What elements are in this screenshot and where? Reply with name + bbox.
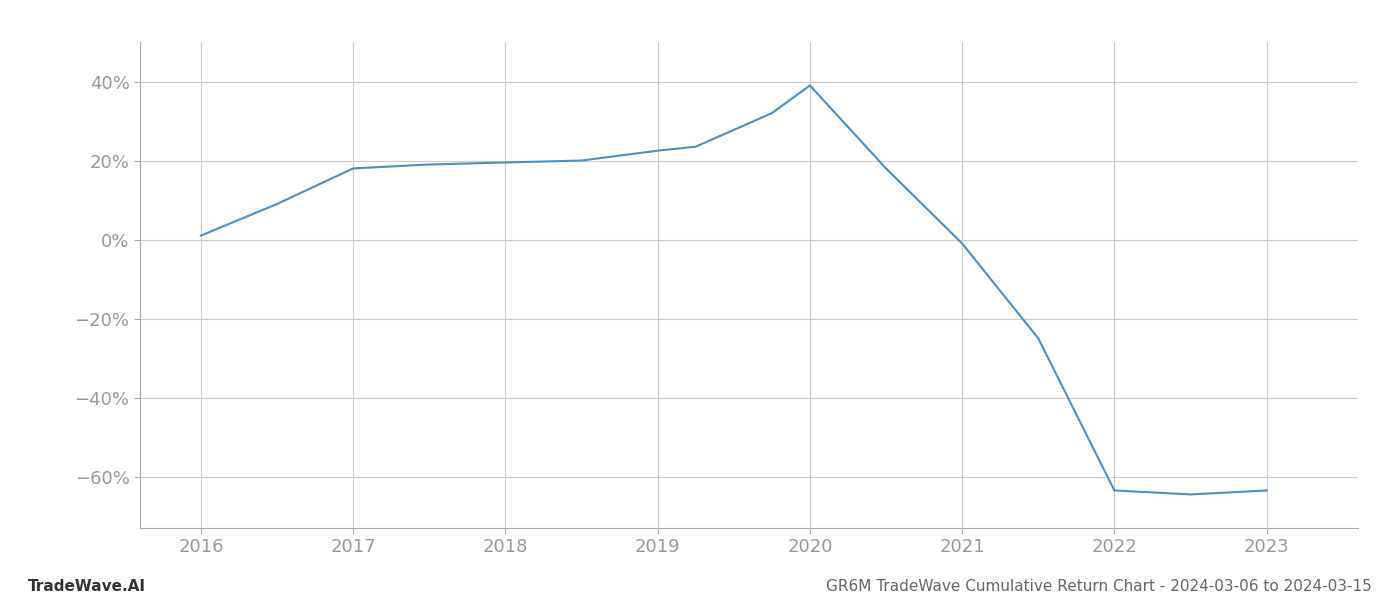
Text: GR6M TradeWave Cumulative Return Chart - 2024-03-06 to 2024-03-15: GR6M TradeWave Cumulative Return Chart -… bbox=[826, 579, 1372, 594]
Text: TradeWave.AI: TradeWave.AI bbox=[28, 579, 146, 594]
